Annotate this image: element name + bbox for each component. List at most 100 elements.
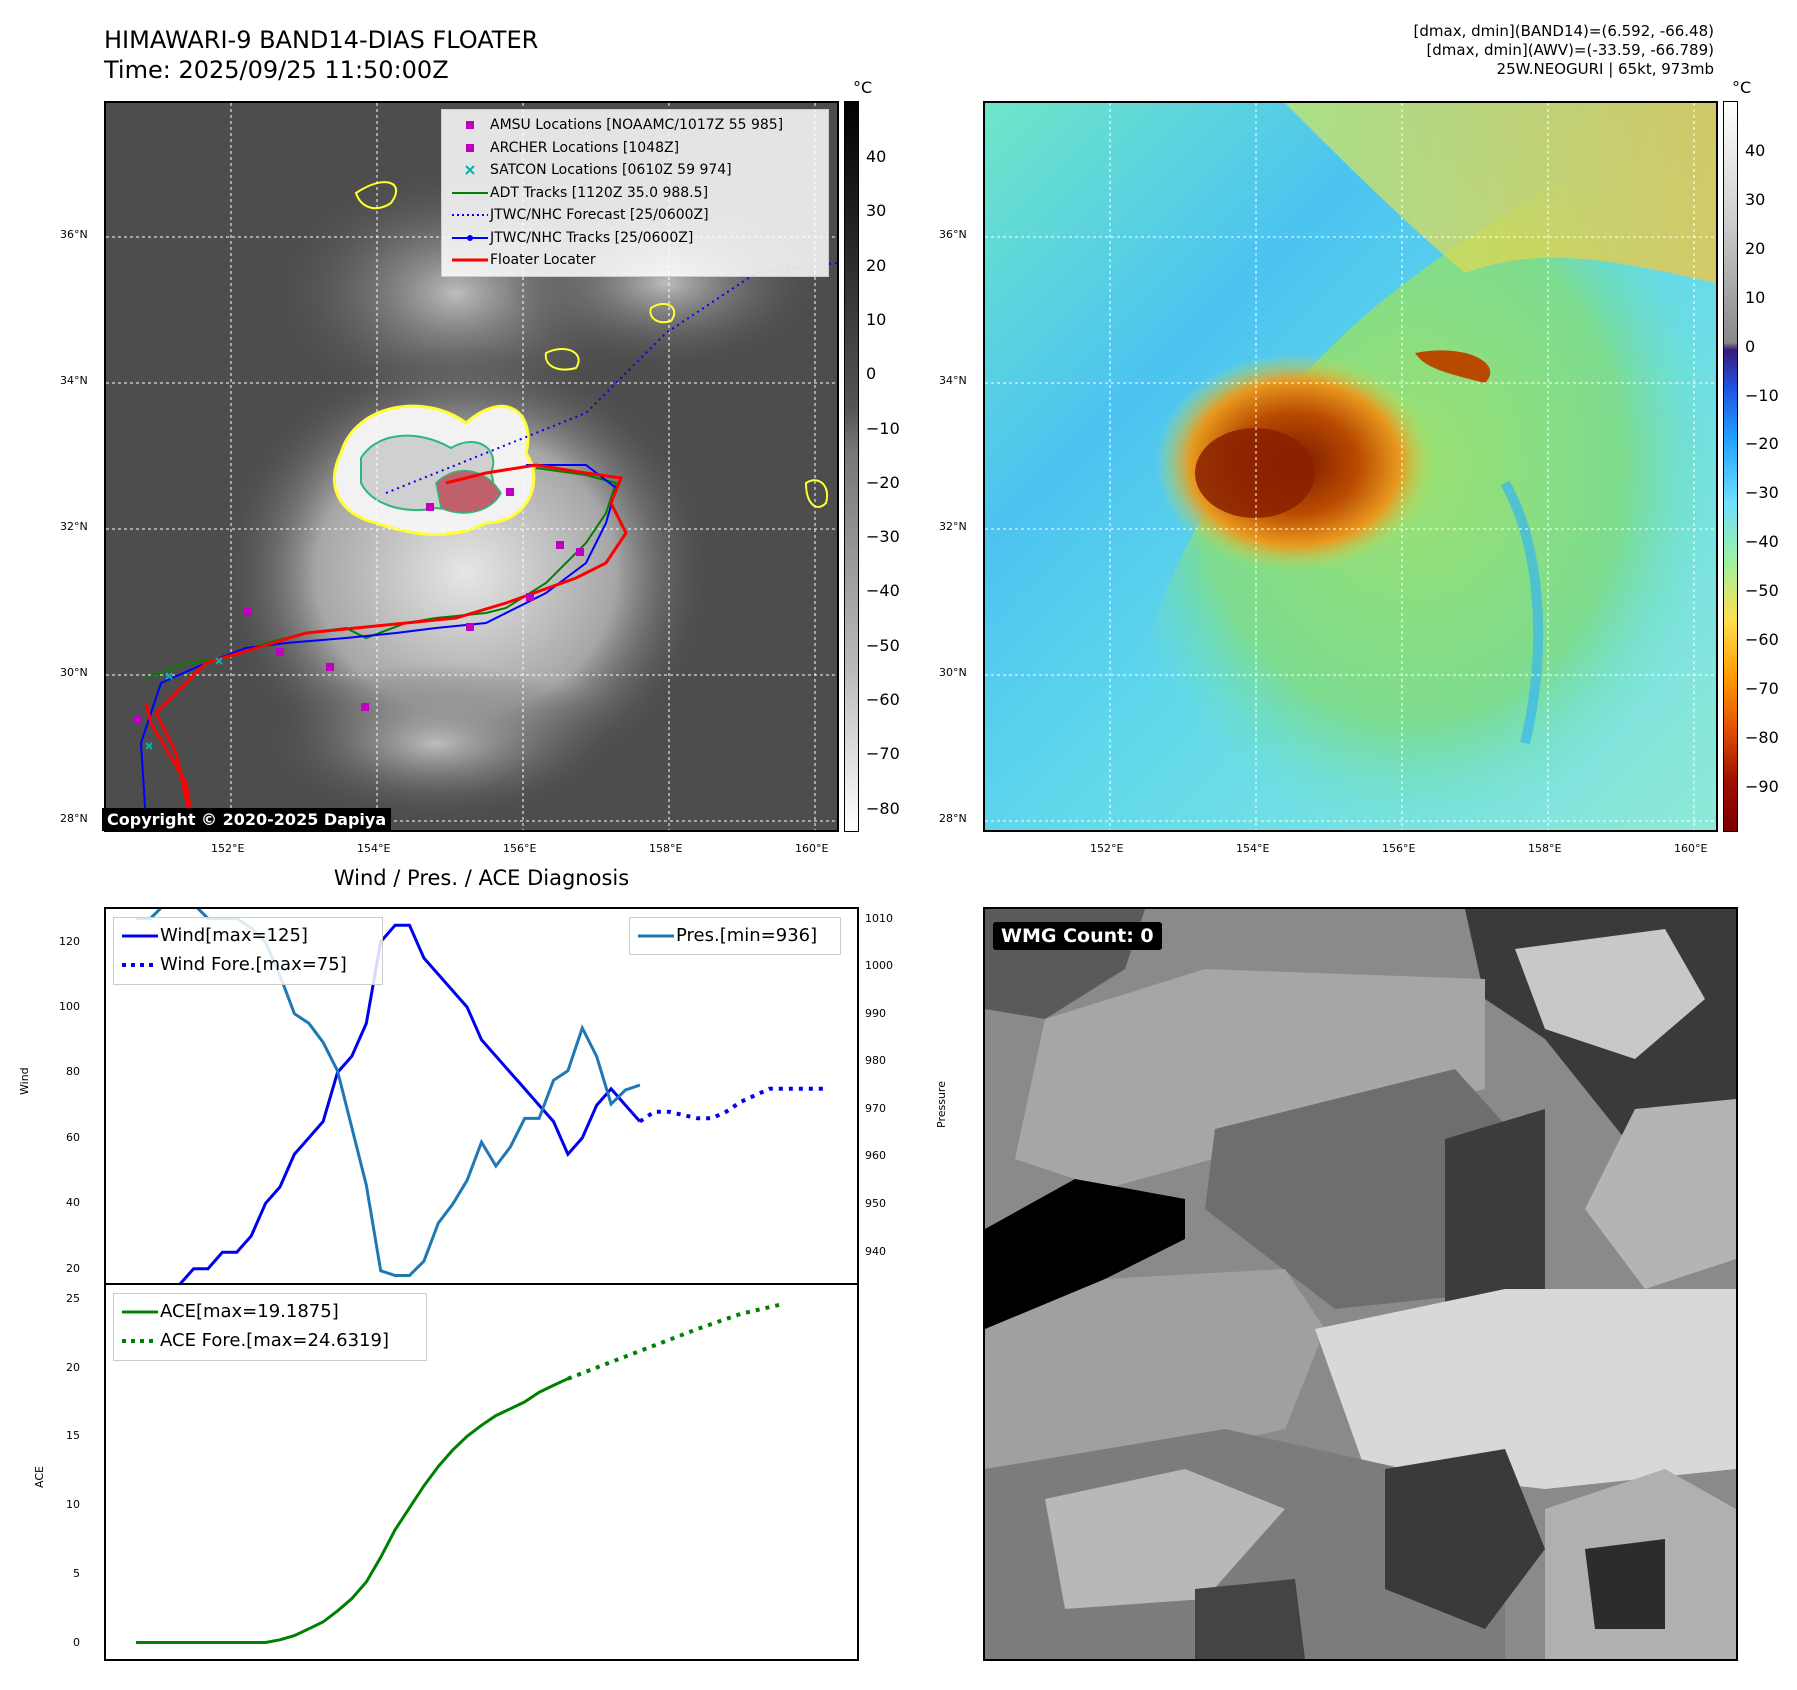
ir-colorbar-tick: 40 bbox=[866, 147, 887, 166]
figure-title: HIMAWARI-9 BAND14-DIAS FLOATER bbox=[104, 26, 539, 54]
wmg-block-6 bbox=[1445, 1109, 1545, 1309]
legend-adt: ADT Tracks [1120Z 35.0 988.5] bbox=[452, 184, 709, 201]
wv-lon-label-154: 154°E bbox=[1236, 842, 1270, 855]
ir-colorbar-tick: 0 bbox=[866, 364, 877, 384]
wv-colorbar-tick: −60 bbox=[1745, 630, 1779, 649]
ir-colorbar-tick: 30 bbox=[866, 201, 887, 221]
wmg-block-8 bbox=[985, 1269, 1325, 1469]
legend-wind: Wind[max=125] bbox=[122, 925, 308, 946]
ace-svg bbox=[136, 1301, 785, 1644]
copyright-badge: Copyright © 2020-2025 Dapiya bbox=[102, 808, 392, 831]
legend-ace-forecast: ACE Fore.[max=24.6319] bbox=[122, 1330, 389, 1351]
wv-colorbar-tick: −80 bbox=[1745, 727, 1779, 747]
ace-legend: ACE[max=19.1875] ACE Fore.[max=24.6319] bbox=[113, 1293, 427, 1361]
wv-lat-label-32: 32°N bbox=[939, 520, 967, 533]
wind-legend: Wind[max=125] Wind Fore.[max=75] bbox=[113, 917, 383, 985]
wv-colorbar bbox=[1723, 101, 1738, 832]
pressure-axis-tick: 950 bbox=[865, 1197, 886, 1211]
ir-colorbar bbox=[844, 101, 859, 832]
wmg-black-region bbox=[985, 1179, 1185, 1329]
series-line-1 bbox=[567, 1301, 785, 1381]
wmg-block-7 bbox=[1585, 1099, 1736, 1289]
wv-colorbar-tick: −50 bbox=[1745, 581, 1779, 601]
wmg-block-12 bbox=[1385, 1449, 1545, 1629]
wv-colorbar-tick: −10 bbox=[1745, 385, 1779, 405]
amsu-archer-markers bbox=[134, 488, 584, 723]
wv-colorbar-unit: °C bbox=[1732, 78, 1752, 97]
ace-axis-tick: 20 bbox=[66, 1360, 80, 1374]
wmg-panel bbox=[983, 907, 1738, 1661]
jtwc-track bbox=[139, 464, 618, 830]
ace-axis-label: ACE bbox=[33, 1466, 46, 1488]
pressure-axis-tick: 940 bbox=[865, 1244, 886, 1258]
wv-lat-label-30: 30°N bbox=[939, 666, 967, 679]
pressure-axis-tick: 980 bbox=[865, 1054, 886, 1068]
ir-colorbar-tick: −20 bbox=[866, 472, 900, 492]
wv-lon-label-160: 160°E bbox=[1674, 842, 1708, 855]
ace-axis-tick: 10 bbox=[66, 1498, 80, 1511]
pressure-axis-tick: 1010 bbox=[865, 911, 893, 925]
lat-label-28: 28°N bbox=[60, 812, 88, 825]
wind-axis-tick: 80 bbox=[66, 1065, 80, 1079]
wv-lon-label-156: 156°E bbox=[1382, 842, 1416, 855]
legend-ace: ACE[max=19.1875] bbox=[122, 1301, 339, 1322]
series-line-0 bbox=[136, 1377, 569, 1644]
legend-jtwc-forecast: JTWC/NHC Forecast [25/0600Z] bbox=[452, 207, 709, 224]
ace-axis-tick: 5 bbox=[73, 1566, 80, 1580]
wmg-block-3 bbox=[1515, 929, 1705, 1059]
wind-axis-tick: 100 bbox=[59, 1000, 80, 1014]
wmg-block-15 bbox=[1195, 1579, 1305, 1659]
contour-e1 bbox=[804, 479, 829, 508]
legend-archer: ARCHER Locations [1048Z] bbox=[450, 137, 820, 160]
wv-colorbar-tick: −30 bbox=[1745, 483, 1779, 503]
wmg-block-14 bbox=[1585, 1539, 1665, 1629]
wv-lon-label-158: 158°E bbox=[1528, 842, 1562, 855]
wv-colorbar-tick: 20 bbox=[1745, 238, 1766, 258]
legend-amsu: AMSU Locations [NOAAMC/1017Z 55 985] bbox=[450, 114, 820, 137]
wv-lon-label-152: 152°E bbox=[1090, 842, 1124, 855]
legend-satcon: SATCON Locations [0610Z 59 974] bbox=[450, 159, 820, 182]
lat-label-36: 36°N bbox=[60, 228, 88, 241]
lon-label-158: 158°E bbox=[649, 842, 683, 855]
wmg-block-4 bbox=[1015, 969, 1485, 1189]
satcon-markers bbox=[145, 657, 223, 750]
legend-wind-forecast: Wind Fore.[max=75] bbox=[122, 954, 347, 975]
cloud-south bbox=[256, 663, 616, 823]
legend-floater: Floater Locater bbox=[452, 252, 596, 269]
wv-colorbar-tick: −20 bbox=[1745, 434, 1779, 454]
contour-n2 bbox=[544, 348, 580, 371]
wv-map-svg bbox=[985, 103, 1716, 830]
wv-north-arc bbox=[1285, 103, 1716, 283]
ir-colorbar-tick: −30 bbox=[866, 527, 900, 547]
pressure-axis-tick: 1000 bbox=[865, 959, 893, 973]
wmg-svg bbox=[985, 909, 1736, 1659]
lon-label-156: 156°E bbox=[503, 842, 537, 855]
map-legend: AMSU Locations [NOAAMC/1017Z 55 985] ARC… bbox=[441, 109, 829, 277]
pressure-axis-tick: 970 bbox=[865, 1101, 886, 1115]
floater-locater-track bbox=[144, 463, 628, 830]
pressure-legend: Pres.[min=936] bbox=[629, 917, 841, 955]
ir-colorbar-tick: −60 bbox=[866, 690, 900, 709]
ir-colorbar-unit: °C bbox=[853, 78, 873, 97]
figure-time: Time: 2025/09/25 11:50:00Z bbox=[104, 56, 449, 84]
pressure-axis-tick: 960 bbox=[865, 1149, 886, 1163]
wv-dry-slot bbox=[1500, 480, 1544, 745]
wv-colorbar-tick: 40 bbox=[1745, 141, 1766, 160]
info-band14: [dmax, dmin](BAND14)=(6.592, -66.48) bbox=[1413, 22, 1714, 40]
wv-map-panel bbox=[983, 101, 1718, 832]
lon-label-152: 152°E bbox=[211, 842, 245, 855]
wv-colorbar-tick: 10 bbox=[1745, 287, 1766, 307]
wind-axis-label: Wind bbox=[18, 1067, 31, 1095]
wv-lat-label-34: 34°N bbox=[939, 374, 967, 387]
ace-axis-tick: 25 bbox=[66, 1291, 80, 1305]
pressure-axis-label: Pressure bbox=[935, 1081, 948, 1128]
wind-axis-tick: 120 bbox=[59, 934, 80, 948]
ir-colorbar-tick: −10 bbox=[866, 418, 900, 438]
contour-n3 bbox=[649, 302, 676, 324]
wmg-count-badge: WMG Count: 0 bbox=[993, 922, 1162, 950]
wv-lat-label-36: 36°N bbox=[939, 228, 967, 241]
wv-gridlines bbox=[985, 103, 1716, 830]
pressure-axis-tick: 990 bbox=[865, 1006, 886, 1020]
series-line-0 bbox=[136, 923, 642, 1285]
lon-label-154: 154°E bbox=[357, 842, 391, 855]
